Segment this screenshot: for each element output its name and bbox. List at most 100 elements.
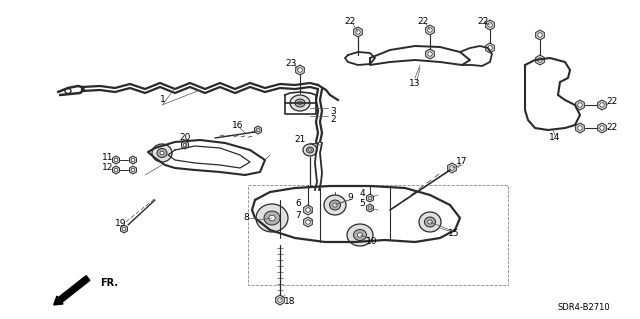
Circle shape — [256, 128, 260, 132]
Polygon shape — [182, 141, 188, 149]
Text: 22: 22 — [606, 98, 618, 107]
Ellipse shape — [424, 217, 435, 227]
Polygon shape — [296, 65, 305, 75]
Circle shape — [183, 143, 187, 147]
Text: SDR4-B2710: SDR4-B2710 — [557, 303, 610, 313]
Text: 12: 12 — [102, 164, 114, 173]
Ellipse shape — [303, 144, 317, 156]
Circle shape — [306, 220, 310, 224]
Ellipse shape — [269, 215, 275, 221]
Circle shape — [114, 158, 118, 162]
Circle shape — [298, 68, 302, 72]
Polygon shape — [367, 194, 374, 202]
Ellipse shape — [157, 149, 167, 158]
Text: 13: 13 — [409, 78, 420, 87]
Circle shape — [122, 227, 126, 231]
Polygon shape — [486, 43, 494, 53]
Text: 11: 11 — [102, 152, 114, 161]
Text: 10: 10 — [366, 238, 378, 247]
Text: FR.: FR. — [100, 278, 118, 288]
Polygon shape — [255, 126, 262, 134]
Ellipse shape — [324, 195, 346, 215]
Ellipse shape — [330, 200, 340, 210]
Text: 22: 22 — [477, 18, 488, 26]
Circle shape — [538, 58, 542, 62]
Polygon shape — [303, 205, 312, 215]
Ellipse shape — [353, 229, 367, 241]
Circle shape — [450, 166, 454, 170]
Polygon shape — [113, 156, 120, 164]
Ellipse shape — [152, 144, 172, 162]
Ellipse shape — [357, 233, 363, 237]
Circle shape — [488, 46, 492, 50]
Text: 2: 2 — [330, 115, 336, 124]
Ellipse shape — [307, 147, 314, 153]
Ellipse shape — [308, 149, 312, 151]
Ellipse shape — [160, 151, 164, 155]
Text: 22: 22 — [417, 18, 429, 26]
Circle shape — [538, 33, 542, 37]
Circle shape — [428, 28, 432, 32]
Text: 21: 21 — [294, 136, 306, 145]
Polygon shape — [447, 163, 456, 173]
Ellipse shape — [65, 88, 71, 93]
Polygon shape — [598, 100, 606, 110]
Text: 14: 14 — [549, 133, 561, 143]
Polygon shape — [129, 156, 136, 164]
Text: 15: 15 — [448, 229, 460, 239]
Text: 19: 19 — [115, 219, 127, 228]
Polygon shape — [113, 166, 120, 174]
Text: 22: 22 — [606, 123, 618, 132]
Polygon shape — [536, 30, 545, 40]
Circle shape — [428, 52, 432, 56]
Text: 4: 4 — [359, 189, 365, 197]
Ellipse shape — [333, 203, 337, 207]
Text: 8: 8 — [243, 213, 249, 222]
Circle shape — [600, 126, 604, 130]
Circle shape — [131, 158, 135, 162]
Ellipse shape — [419, 212, 441, 232]
Text: 1: 1 — [160, 95, 166, 105]
Circle shape — [578, 126, 582, 130]
Polygon shape — [598, 123, 606, 133]
Polygon shape — [367, 204, 374, 212]
Polygon shape — [120, 225, 127, 233]
Ellipse shape — [295, 99, 305, 107]
Polygon shape — [536, 55, 545, 65]
Text: 17: 17 — [456, 158, 468, 167]
Polygon shape — [129, 166, 136, 174]
Circle shape — [578, 103, 582, 107]
Text: 6: 6 — [295, 199, 301, 209]
Circle shape — [131, 168, 135, 172]
Text: 9: 9 — [347, 194, 353, 203]
Circle shape — [368, 196, 372, 200]
Circle shape — [306, 208, 310, 212]
Polygon shape — [426, 49, 435, 59]
Polygon shape — [426, 25, 435, 35]
Ellipse shape — [428, 220, 432, 224]
Ellipse shape — [256, 204, 288, 232]
Ellipse shape — [264, 211, 280, 225]
Circle shape — [368, 206, 372, 210]
Circle shape — [356, 30, 360, 34]
Circle shape — [114, 168, 118, 172]
Circle shape — [278, 298, 282, 302]
Ellipse shape — [298, 101, 302, 105]
Polygon shape — [276, 295, 284, 305]
Circle shape — [600, 103, 604, 107]
Ellipse shape — [290, 95, 310, 111]
Ellipse shape — [347, 224, 373, 246]
Text: 23: 23 — [285, 58, 297, 68]
Polygon shape — [303, 217, 312, 227]
Polygon shape — [354, 27, 362, 37]
Text: 22: 22 — [344, 18, 356, 26]
Bar — [248, 185, 508, 285]
FancyArrow shape — [54, 276, 90, 305]
Text: 7: 7 — [295, 211, 301, 220]
Polygon shape — [486, 20, 494, 30]
Text: 18: 18 — [284, 298, 296, 307]
Text: 3: 3 — [330, 108, 336, 116]
Polygon shape — [575, 100, 584, 110]
Text: 16: 16 — [232, 122, 244, 130]
Text: 20: 20 — [179, 132, 191, 142]
